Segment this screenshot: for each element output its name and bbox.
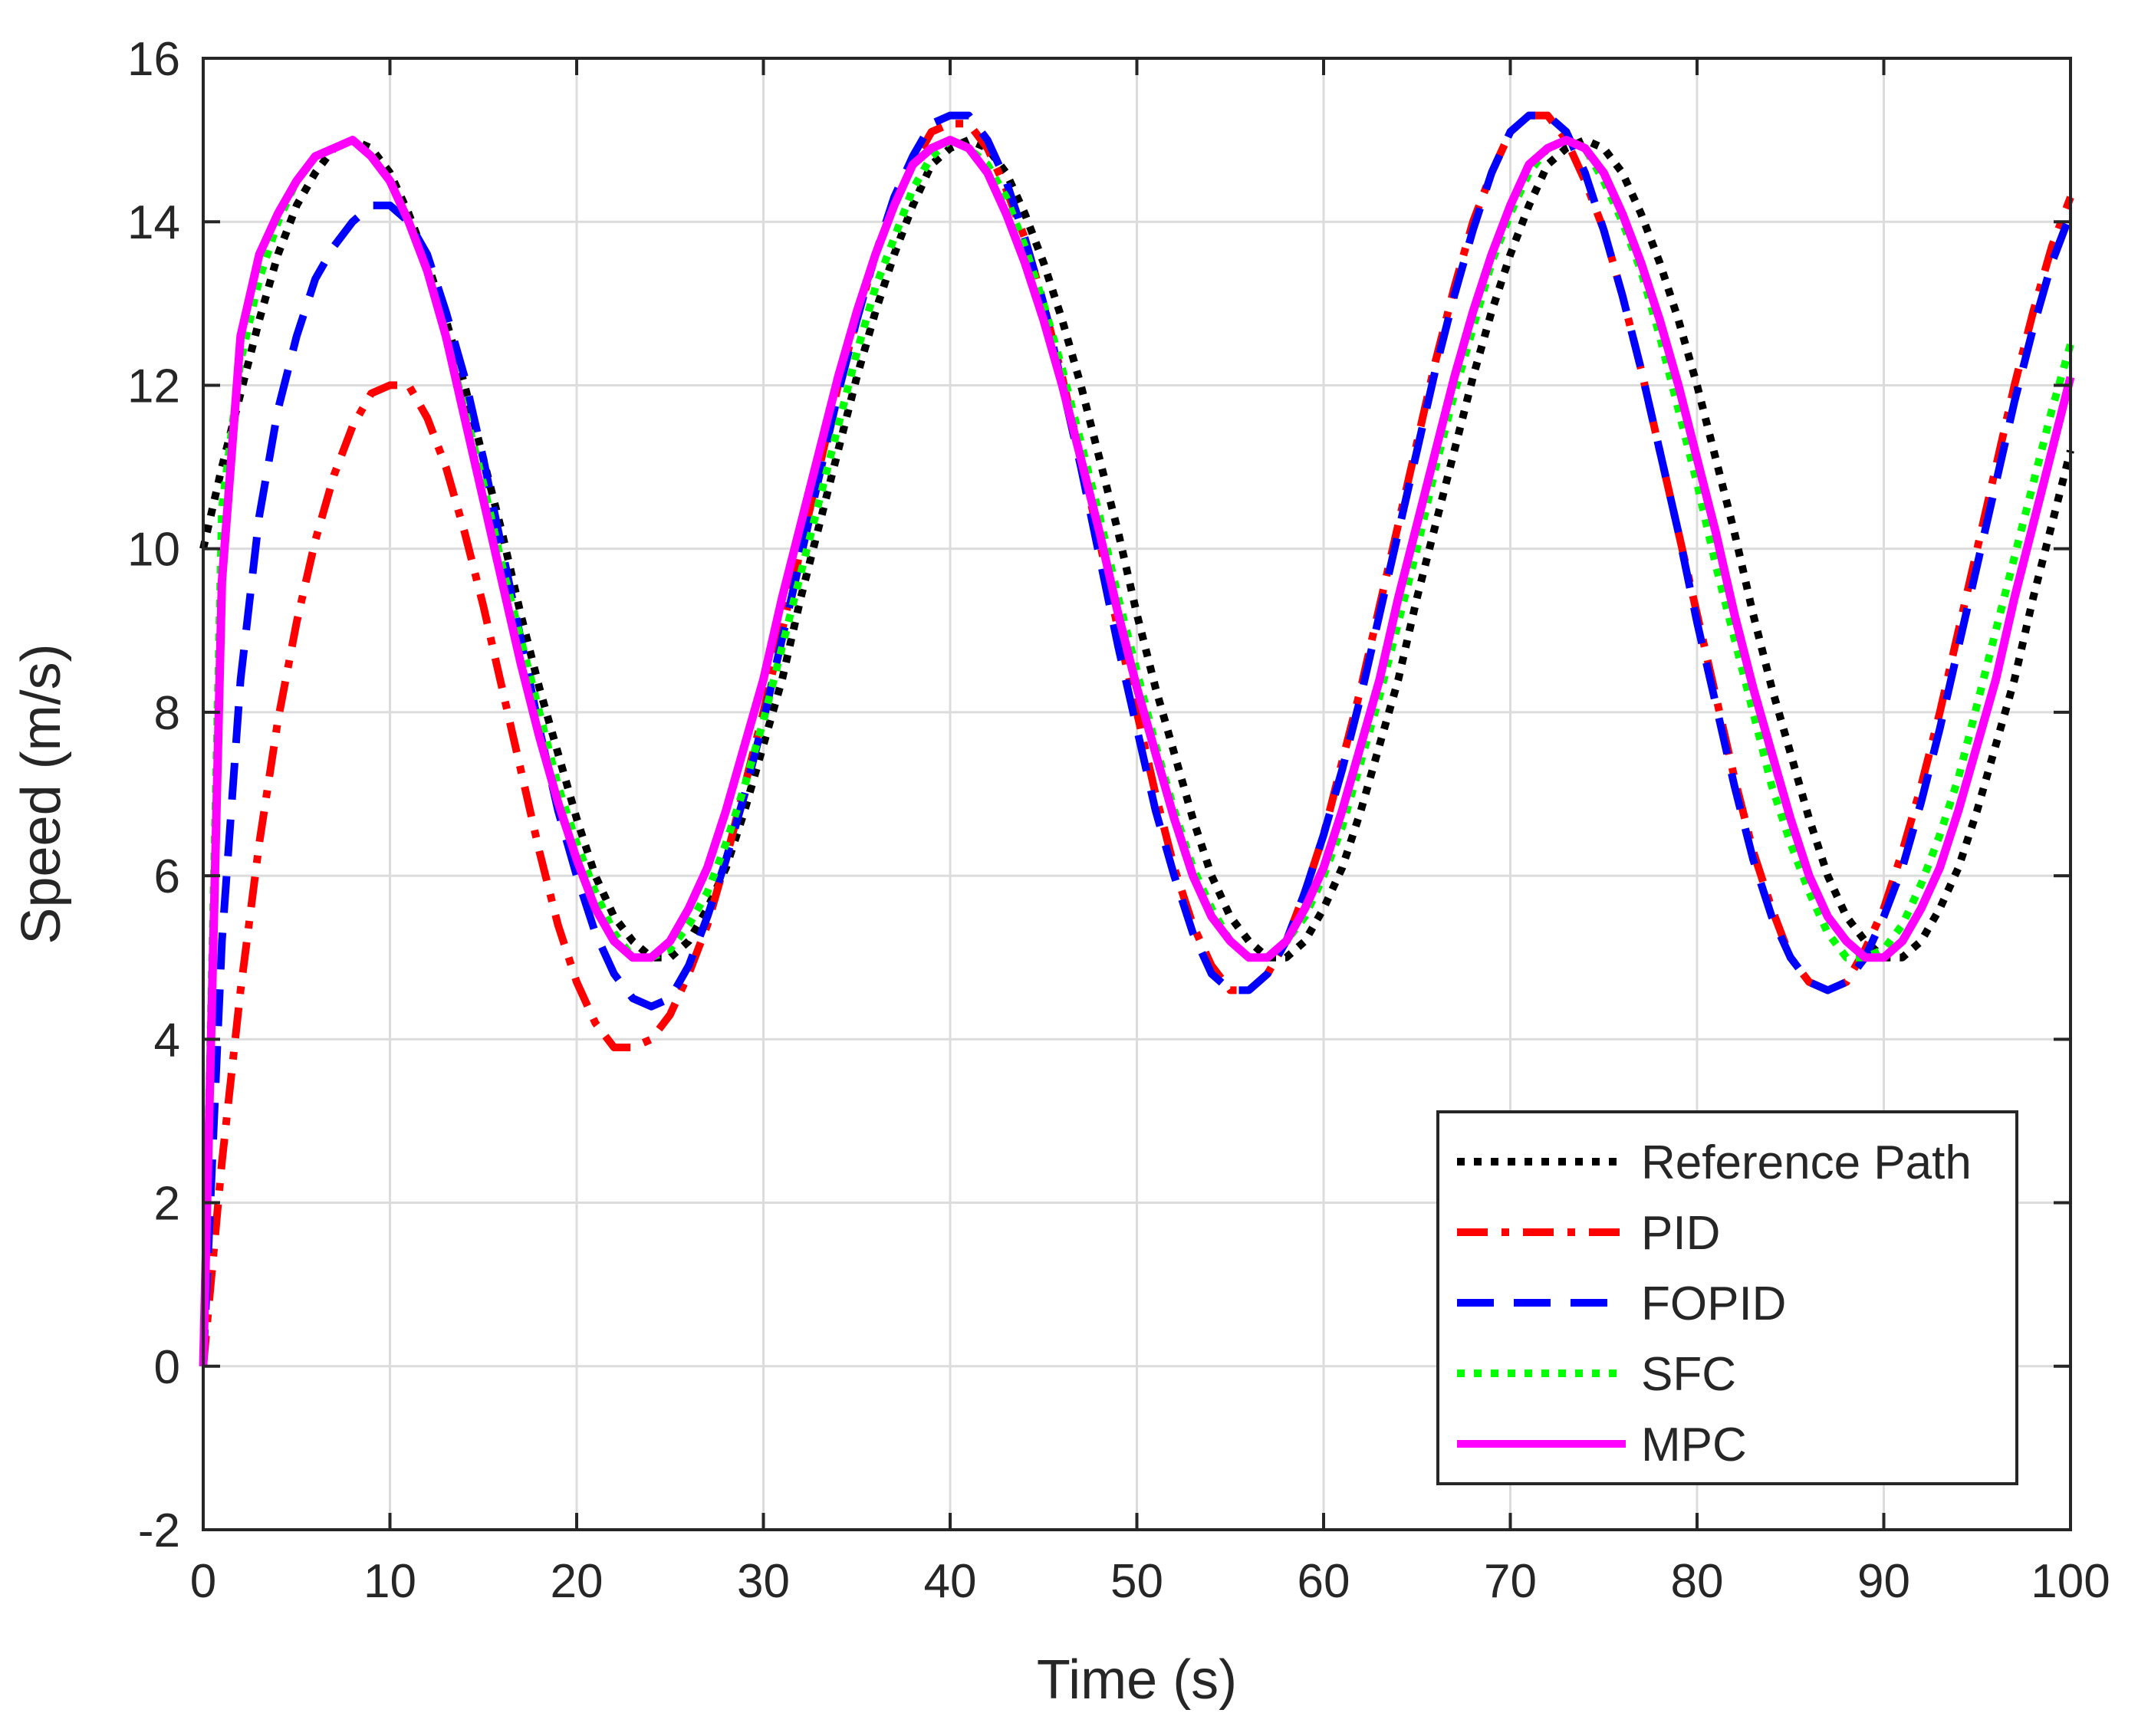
- legend-label-mpc: MPC: [1641, 1419, 1747, 1471]
- series-line-reference-path: [199, 136, 2074, 962]
- y-axis-title: Speed (m/s): [11, 643, 72, 944]
- y-tick-label-9: 16: [127, 33, 180, 86]
- legend-label-pid: PID: [1641, 1207, 1720, 1260]
- series-line-mpc: [199, 136, 2075, 1366]
- legend-label-fopid: FOPID: [1641, 1277, 1786, 1330]
- legend-label-reference-path: Reference Path: [1641, 1136, 1972, 1189]
- y-tick-label-3: 4: [154, 1014, 180, 1067]
- y-tick-label-4: 6: [154, 850, 180, 903]
- legend-box: [1436, 1110, 2018, 1485]
- y-tick-label-8: 14: [127, 196, 180, 249]
- legend-label-sfc: SFC: [1641, 1348, 1736, 1401]
- series-lines: [199, 111, 2075, 1367]
- x-axis-title: Time (s): [1037, 1649, 1237, 1711]
- x-tick-label-5: 50: [1110, 1555, 1163, 1608]
- x-tick-label-7: 70: [1484, 1555, 1537, 1608]
- x-tick-label-9: 90: [1857, 1555, 1910, 1608]
- x-tick-label-4: 40: [924, 1555, 977, 1608]
- y-tick-label-6: 10: [127, 524, 180, 577]
- x-tick-label-3: 30: [737, 1555, 790, 1608]
- y-tick-label-7: 12: [127, 360, 180, 413]
- y-tick-label-2: 2: [154, 1178, 180, 1231]
- x-tick-label-2: 20: [551, 1555, 604, 1608]
- y-tick-label-5: 8: [154, 687, 180, 740]
- y-tick-label-0: -2: [138, 1504, 180, 1557]
- axes: [202, 57, 2072, 1531]
- y-tick-label-1: 0: [154, 1341, 180, 1394]
- x-tick-label-8: 80: [1671, 1555, 1724, 1608]
- x-tick-label-1: 10: [363, 1555, 416, 1608]
- x-tick-label-6: 60: [1298, 1555, 1350, 1608]
- series-line-sfc: [199, 136, 2074, 1366]
- x-tick-label-10: 100: [2031, 1555, 2110, 1608]
- legend: Reference Path PID FOPID SFC MPC: [1436, 1110, 2018, 1485]
- x-tick-label-0: 0: [190, 1555, 216, 1608]
